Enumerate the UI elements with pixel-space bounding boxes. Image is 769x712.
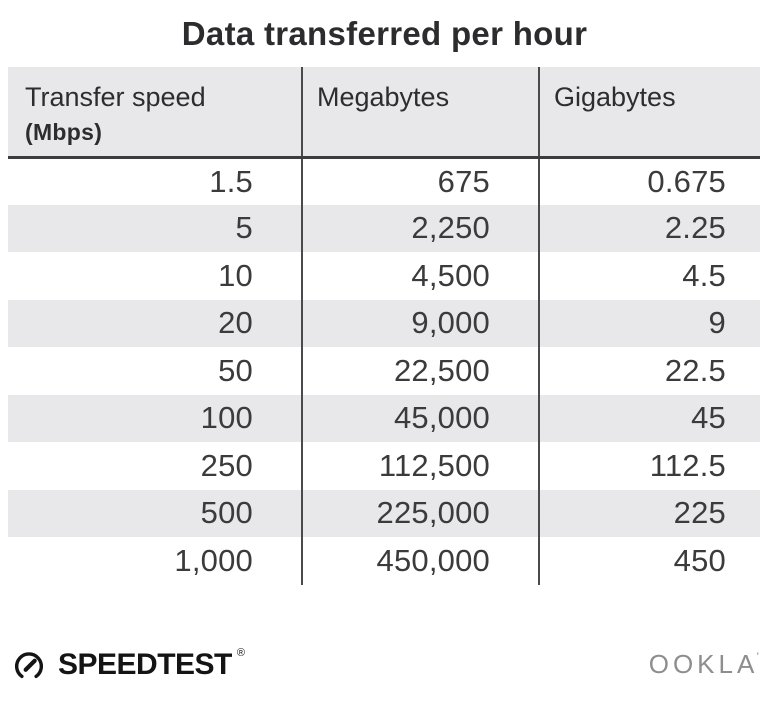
cell-transfer-speed: 20: [218, 305, 253, 341]
data-table: Transfer speed (Mbps) Megabytes Gigabyte…: [8, 67, 760, 585]
ookla-trademark-icon: ’: [756, 650, 759, 664]
cell-gigabytes: 22.5: [538, 347, 760, 395]
ookla-wordmark: OOKLA: [648, 649, 759, 679]
cell-transfer-speed: 1.5: [209, 163, 253, 199]
cell-gigabytes: 45: [538, 394, 760, 442]
cell-gigabytes: 4.5: [538, 252, 760, 300]
speedtest-logo: SPEEDTEST ®: [10, 645, 245, 685]
table-row: 5 2,250 2.25: [8, 204, 760, 252]
cell-megabytes: 45,000: [301, 394, 539, 442]
table-row: 250 112,500 112.5: [8, 442, 760, 490]
table-row: 50 22,500 22.5: [8, 347, 760, 395]
cell-gigabytes: 0.675: [538, 157, 760, 205]
registered-trademark-icon: ®: [236, 646, 245, 659]
speedtest-wordmark: SPEEDTEST: [58, 647, 232, 681]
cell-megabytes: 9,000: [301, 299, 539, 347]
cell-gigabytes: 450: [538, 537, 760, 585]
table-body: 1.5 675 0.675 5 2,250 2.25 10 4,500 4.5 …: [8, 157, 760, 585]
cell-gigabytes: 2.25: [538, 204, 760, 252]
infographic: Data transferred per hour Transfer speed…: [0, 14, 769, 685]
cell-megabytes: 450,000: [301, 537, 539, 585]
header-megabytes-label: Megabytes: [317, 82, 450, 112]
cell-gigabytes: 9: [538, 299, 760, 347]
footer: SPEEDTEST ® OOKLA ’: [10, 645, 759, 685]
cell-transfer-speed: 250: [200, 447, 253, 483]
header-transfer-speed: Transfer speed (Mbps): [8, 67, 302, 159]
header-mbps-unit-label: (Mbps): [25, 119, 103, 145]
cell-megabytes: 225,000: [301, 489, 539, 537]
cell-megabytes: 675: [301, 157, 539, 205]
table-row: 10 4,500 4.5: [8, 252, 760, 300]
cell-megabytes: 4,500: [301, 252, 539, 300]
speedtest-gauge-icon: [14, 651, 44, 678]
page-title: Data transferred per hour: [181, 15, 588, 52]
table-row: 500 225,000 225: [8, 489, 760, 537]
header-row: Transfer speed (Mbps) Megabytes Gigabyte…: [8, 67, 760, 159]
cell-transfer-speed: 50: [218, 352, 253, 388]
ookla-logo: OOKLA ’: [649, 649, 759, 680]
cell-gigabytes: 225: [538, 489, 760, 537]
cell-transfer-speed: 100: [200, 400, 253, 436]
cell-gigabytes: 112.5: [538, 442, 760, 490]
cell-transfer-speed: 10: [218, 257, 253, 293]
header-megabytes: Megabytes: [301, 67, 539, 159]
cell-transfer-speed: 5: [235, 210, 253, 246]
header-transfer-speed-label: Transfer speed: [25, 82, 206, 112]
cell-megabytes: 112,500: [301, 442, 539, 490]
table-row: 1.5 675 0.675: [8, 157, 760, 205]
cell-transfer-speed: 1,000: [174, 542, 253, 578]
table-row: 100 45,000 45: [8, 394, 760, 442]
header-gigabytes: Gigabytes: [538, 67, 760, 159]
cell-megabytes: 22,500: [301, 347, 539, 395]
header-gigabytes-label: Gigabytes: [554, 82, 676, 112]
table-row: 20 9,000 9: [8, 299, 760, 347]
cell-megabytes: 2,250: [301, 204, 539, 252]
cell-transfer-speed: 500: [200, 495, 253, 531]
table-row: 1,000 450,000 450: [8, 537, 760, 585]
